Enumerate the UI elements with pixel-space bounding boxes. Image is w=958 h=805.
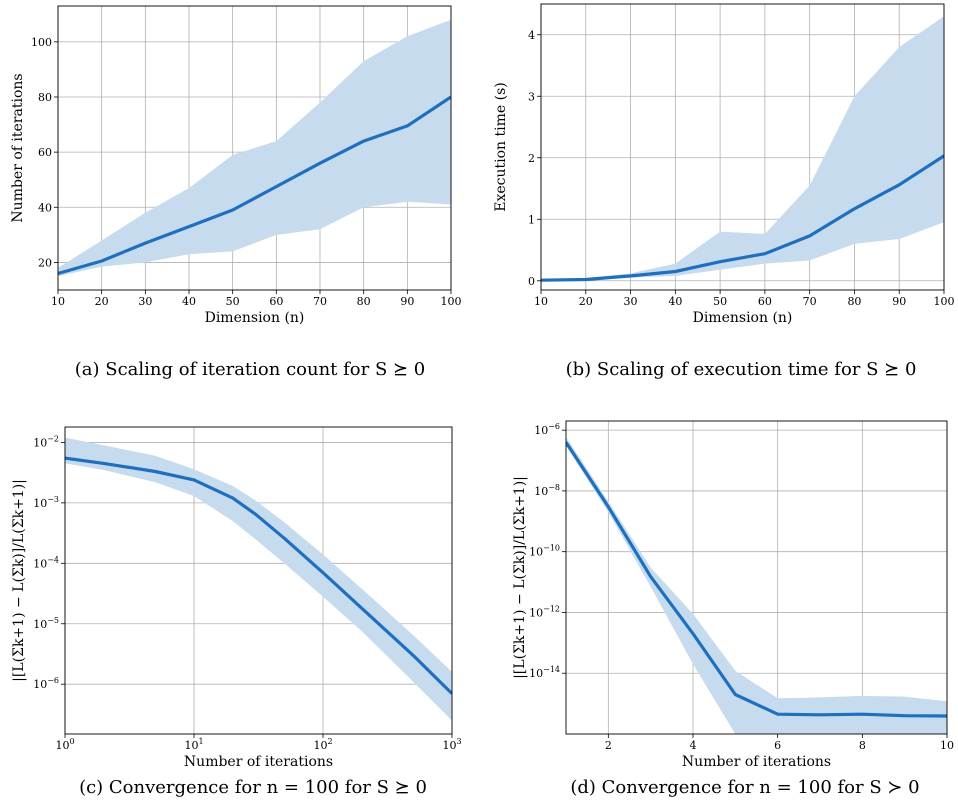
x-tick-label: 10 [940,739,954,752]
confidence-band [541,16,944,281]
chart-b: 10 20 30 40 50 60 70 80 90 100 0 1 2 3 4 Dimension (n) E… [493,3,955,326]
y-tick-label: 10−14 [529,665,560,680]
x-tick-label: 70 [803,295,817,308]
x-tick-label: 6 [774,739,781,752]
x-tick-label: 80 [847,295,861,308]
x-tick-label: 60 [758,295,772,308]
plot-frame [565,420,948,735]
y-tick-label: 10−5 [33,616,59,631]
y-axis-label: |[L(Σk+1) − L(Σk)]/L(Σk+1)| [512,476,528,679]
x-axis-label: Number of iterations [682,754,831,770]
y-tick-label: 40 [38,201,52,214]
caption-a: (a) Scaling of iteration count for S ⪰ 0 [75,359,426,380]
x-tick-label: 100 [441,295,462,308]
x-tick-label: 50 [713,295,727,308]
x-axis-label: Dimension (n) [693,310,793,326]
mean-line [566,441,947,718]
x-tick-label: 102 [313,737,332,752]
plot-frame [64,426,453,735]
y-tick-label: 3 [528,90,535,103]
x-tick-label: 50 [226,295,240,308]
y-tick-label: 10−3 [33,495,59,510]
y-tick-label: 20 [38,256,52,269]
x-tick-label: 30 [624,295,638,308]
y-tick-label: 60 [38,146,52,159]
confidence-band [58,19,451,277]
x-tick-label: 4 [690,739,697,752]
mean-line [65,456,452,695]
y-axis-label: |[L(Σk+1) − L(Σk)]/L(Σk+1)| [11,479,27,682]
x-tick-label: 10 [534,295,548,308]
x-tick-label: 70 [313,295,327,308]
x-axis-label: Number of iterations [184,754,333,770]
y-tick-label: 4 [528,29,535,42]
x-tick-label: 90 [400,295,414,308]
y-axis-label: Number of iterations [10,73,26,222]
y-tick-label: 0 [528,275,535,288]
x-tick-label: 8 [859,739,866,752]
chart-d: 2 4 6 8 10 10−6 10−8 10−10 10−12 10−14 Number of i… [512,420,954,770]
caption-b: (b) Scaling of execution time for S ⪰ 0 [566,359,917,380]
y-tick-label: 10−2 [33,434,59,449]
x-tick-label: 40 [668,295,682,308]
y-tick-label: 2 [528,152,535,165]
plot-frame [540,3,945,291]
x-tick-label: 101 [184,737,203,752]
y-tick-label: 10−6 [534,422,560,437]
y-tick-label: 10−8 [534,483,560,498]
chart-a: 10 20 30 40 50 60 70 80 90 100 20 40 60 80 100 Dimensio… [10,5,462,326]
y-tick-label: 1 [528,213,535,226]
confidence-band [65,437,452,721]
mean-line [58,95,451,276]
x-tick-label: 90 [892,295,906,308]
chart-c: 100 101 102 103 10−6 10−5 10−4 10−3 10−2 Number o… [11,426,462,770]
y-tick-label: 10−4 [33,555,59,570]
y-tick-label: 80 [38,91,52,104]
x-tick-label: 40 [182,295,196,308]
x-tick-label: 20 [579,295,593,308]
y-tick-label: 10−10 [529,544,560,559]
x-tick-label: 30 [138,295,152,308]
mean-line [541,154,944,282]
x-tick-label: 2 [605,739,612,752]
caption-c: (c) Convergence for n = 100 for S ⪰ 0 [79,777,427,798]
y-tick-label: 10−6 [33,676,59,691]
x-tick-label: 80 [357,295,371,308]
x-axis-label: Dimension (n) [205,310,305,326]
x-tick-label: 60 [269,295,283,308]
x-tick-label: 20 [95,295,109,308]
y-axis-label: Execution time (s) [493,82,509,211]
y-tick-label: 100 [31,36,52,49]
y-tick-label: 10−12 [529,604,560,619]
plot-frame [57,5,452,291]
confidence-band [566,436,947,734]
x-tick-label: 103 [442,737,461,752]
x-tick-label: 100 [934,295,955,308]
x-tick-label: 10 [51,295,65,308]
x-tick-label: 100 [55,737,74,752]
caption-d: (d) Convergence for n = 100 for S ≻ 0 [570,777,919,798]
